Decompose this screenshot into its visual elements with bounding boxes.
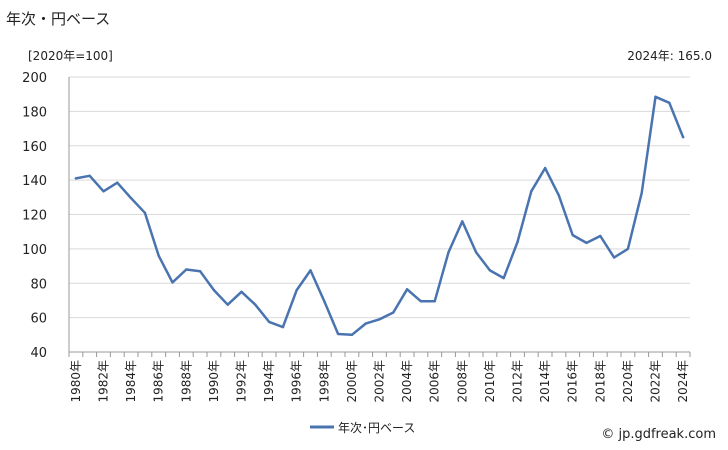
data-point (157, 254, 160, 257)
data-point (295, 288, 298, 292)
data-point (171, 281, 174, 284)
data-point (640, 191, 643, 195)
x-tick-label: 1984年 (124, 360, 138, 403)
data-point (433, 300, 436, 303)
data-point (240, 290, 243, 294)
data-point (488, 269, 492, 272)
unit-label: [2020年=100] (28, 49, 113, 63)
data-point (74, 177, 78, 180)
legend-label: 年次･円ベース (338, 421, 415, 435)
data-point (254, 303, 257, 306)
data-point (447, 251, 450, 254)
data-point (267, 320, 271, 324)
x-tick-label: 1992年 (235, 360, 249, 403)
data-point (585, 241, 588, 245)
data-point (654, 95, 657, 98)
data-point (323, 300, 326, 303)
data-point (461, 220, 464, 223)
x-tick-label: 1982年 (97, 360, 111, 403)
credit-text: © jp.gdfreak.com (601, 427, 716, 442)
x-tick-label: 2020年 (621, 360, 635, 403)
x-tick-label: 2016年 (566, 360, 580, 403)
data-point (474, 251, 478, 254)
series-line (74, 95, 685, 337)
y-tick-label: 100 (22, 243, 47, 258)
x-tick-label: 2000年 (345, 360, 359, 403)
y-tick-label: 140 (22, 174, 47, 189)
data-point (516, 240, 519, 244)
data-point (502, 276, 505, 280)
data-point (309, 269, 312, 272)
data-point (129, 196, 133, 200)
x-tick-label: 2018年 (593, 360, 607, 403)
data-point (116, 181, 119, 184)
x-tick-label: 2008年 (455, 360, 469, 403)
data-point (143, 211, 147, 214)
data-point (226, 303, 229, 306)
data-point (364, 322, 367, 325)
x-tick-label: 2014年 (538, 360, 552, 403)
x-tick-label: 1986年 (152, 360, 166, 403)
data-point (668, 101, 671, 104)
x-tick-label: 1994年 (262, 360, 276, 403)
x-tick-label: 1990年 (207, 360, 221, 403)
data-point (557, 194, 561, 197)
data-point (599, 234, 602, 238)
data-point (419, 300, 423, 303)
x-tick-label: 1996年 (290, 360, 304, 403)
x-tick-label: 1980年 (69, 360, 83, 403)
x-tick-label: 2010年 (483, 360, 497, 403)
y-tick-label: 120 (22, 209, 47, 224)
data-point (88, 174, 91, 178)
data-point (198, 270, 202, 273)
x-tick-label: 2022年 (649, 360, 663, 403)
y-tick-label: 40 (30, 346, 47, 361)
data-point (185, 268, 188, 271)
y-tick-label: 60 (30, 312, 47, 327)
data-point (612, 256, 616, 259)
y-tick-label: 200 (22, 71, 47, 86)
y-tick-label: 80 (30, 277, 47, 292)
data-point (378, 318, 381, 321)
x-tick-label: 1998年 (317, 360, 331, 403)
data-point (626, 247, 630, 251)
x-tick-label: 2002年 (373, 360, 387, 403)
data-point (212, 288, 216, 292)
y-tick-label: 160 (22, 140, 47, 155)
x-tick-label: 1988年 (179, 360, 193, 403)
data-point (392, 311, 395, 314)
x-tick-label: 2012年 (511, 360, 525, 403)
data-point (102, 190, 105, 193)
data-point (350, 333, 354, 337)
x-tick-label: 2004年 (400, 360, 414, 403)
data-point (681, 135, 685, 139)
data-point (405, 288, 409, 291)
data-point (543, 166, 547, 170)
x-tick-label: 2006年 (428, 360, 442, 403)
data-point (281, 325, 285, 329)
latest-value-label: 2024年: 165.0 (627, 49, 712, 63)
x-tick-label: 2024年 (676, 360, 690, 403)
y-tick-label: 180 (22, 105, 47, 120)
data-point (336, 332, 340, 336)
chart-title: 年次・円ベース (6, 10, 111, 28)
data-point (571, 233, 574, 237)
data-point (530, 190, 533, 193)
